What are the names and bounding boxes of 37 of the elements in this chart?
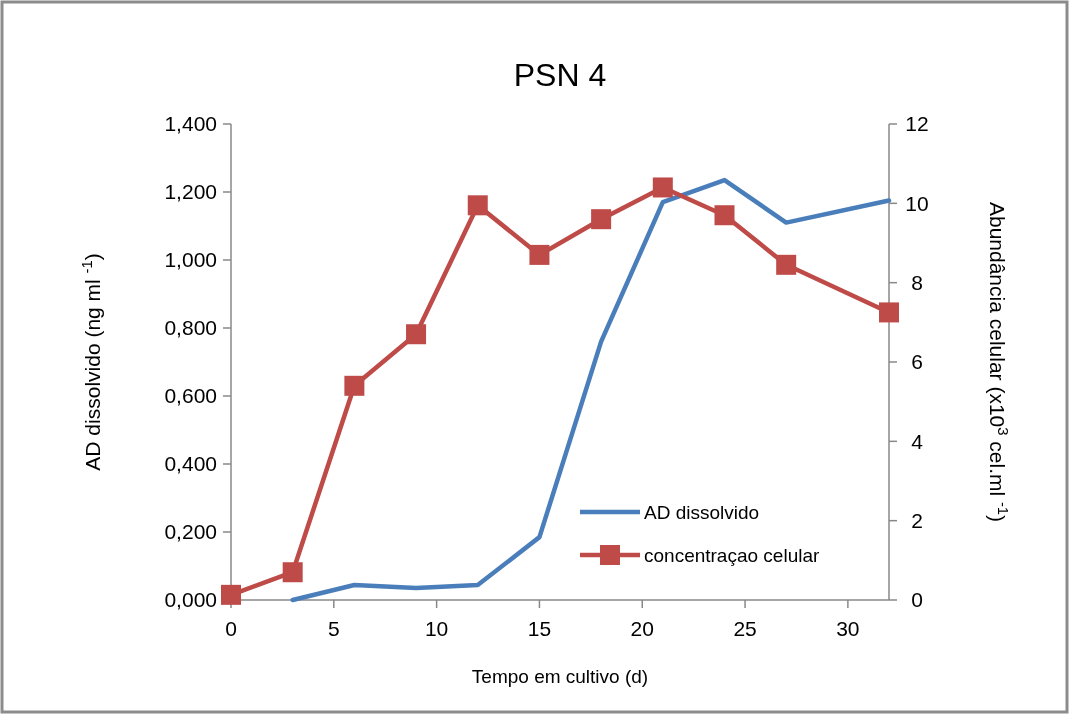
x-tick-label: 0 <box>225 617 237 640</box>
x-tick-label: 30 <box>836 617 860 640</box>
x-tick-label: 25 <box>733 617 757 640</box>
point <box>776 254 797 275</box>
y-tick-label: 0,000 <box>164 588 217 612</box>
x-tick-label: 15 <box>527 617 552 640</box>
y2-tick-label: 12 <box>905 112 929 136</box>
point <box>652 177 673 198</box>
point <box>714 205 735 226</box>
legend-label: AD dissolvido <box>644 501 760 523</box>
y-tick-label: 0,200 <box>164 520 217 544</box>
y-tick-label: 0,400 <box>164 452 217 476</box>
y-tick-label: 1,200 <box>164 180 217 204</box>
point <box>344 375 365 396</box>
point <box>529 244 550 265</box>
y2-tick-label: 6 <box>911 350 923 374</box>
point <box>467 195 488 216</box>
point <box>406 324 427 345</box>
chart-title: PSN 4 <box>513 57 607 93</box>
x-tick-label: 5 <box>327 617 340 640</box>
legend-label: concentraçao celular <box>644 544 820 566</box>
point <box>282 562 303 583</box>
x-tick-label: 20 <box>630 617 654 640</box>
y2-tick-label: 10 <box>905 191 929 215</box>
y2-tick-label: 4 <box>911 429 924 453</box>
y-tick-label: 1,400 <box>164 112 217 136</box>
y2-tick-label: 8 <box>911 271 923 295</box>
y-tick-label: 1,000 <box>164 248 217 272</box>
point <box>591 209 612 230</box>
y2-tick-label: 2 <box>911 509 923 533</box>
x-tick-label: 10 <box>424 617 449 640</box>
y-tick-label: 0,600 <box>164 384 217 408</box>
point <box>221 584 241 605</box>
x-axis-title: Tempo em cultivo (d) <box>471 666 649 687</box>
point <box>879 302 899 323</box>
y2-tick-label: 0 <box>911 588 923 612</box>
y-tick-label: 0,800 <box>164 316 217 340</box>
